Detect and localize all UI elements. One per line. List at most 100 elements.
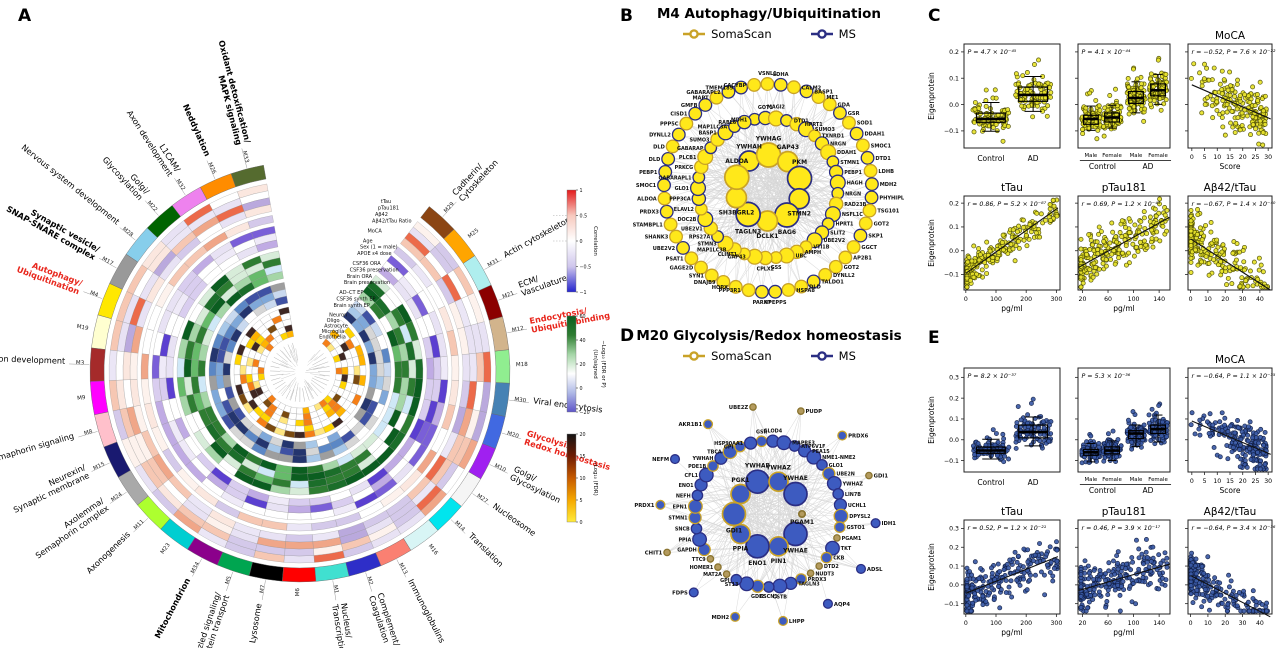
- data-point: [1250, 283, 1256, 289]
- dendrogram-line: [290, 381, 297, 398]
- heatmap-cell: [288, 498, 311, 507]
- data-point: [1129, 439, 1134, 445]
- network-node-label: PUDP: [806, 409, 823, 415]
- heatmap-cell: [146, 304, 163, 331]
- dendrogram-line: [280, 370, 295, 372]
- network-edge: [795, 411, 802, 534]
- network-node-label: DNAJB9: [694, 280, 716, 286]
- data-point: [965, 259, 971, 265]
- plot-frame: [963, 195, 1061, 291]
- data-point: [1199, 110, 1205, 116]
- y-axis-label: Eigenprotein: [927, 219, 936, 267]
- heatmap-cell: [350, 443, 368, 459]
- data-point: [1255, 98, 1261, 104]
- network-node: [669, 229, 684, 244]
- track-label: Brain synth EP: [333, 303, 369, 309]
- network-node: [772, 578, 788, 594]
- data-point: [1250, 114, 1256, 120]
- data-point: [1256, 255, 1262, 261]
- data-point: [1038, 211, 1044, 217]
- heatmap-cell: [271, 398, 281, 408]
- data-point: [1006, 584, 1012, 590]
- data-point: [983, 263, 989, 269]
- data-point: [1164, 434, 1170, 440]
- colorbar-tick-label: 0.5: [580, 213, 588, 219]
- module-leader: [192, 558, 202, 577]
- network-node-label: NME1-NME2: [822, 455, 855, 461]
- heatmap-cell: [393, 246, 417, 269]
- data-point: [1032, 552, 1038, 558]
- somascan-legend-item: SomaScan: [682, 27, 772, 41]
- x-axis-label: pg/ml: [1113, 304, 1134, 313]
- network-node-label: HOMER1: [690, 565, 714, 571]
- dendrogram-line: [292, 342, 296, 353]
- network-node-label: CPLX2: [757, 266, 774, 272]
- box-rect: [1104, 446, 1120, 455]
- heatmap-cell: [141, 378, 152, 405]
- network-edge: [740, 483, 835, 535]
- data-point: [1026, 103, 1032, 109]
- network-node-label: HPRT1: [835, 222, 854, 228]
- data-point: [1157, 570, 1162, 576]
- network-node: [663, 217, 678, 232]
- data-point: [1222, 265, 1228, 271]
- data-point: [1197, 417, 1203, 423]
- data-point: [1088, 433, 1094, 439]
- network-node: [728, 279, 743, 294]
- network-node-label: GPI: [724, 445, 734, 451]
- heatmap-cell: [151, 426, 169, 452]
- heatmap-cell: [274, 296, 288, 307]
- subcategory-label: Male: [1130, 477, 1143, 483]
- network-node-label: AP2B1: [853, 256, 872, 262]
- data-point: [1010, 246, 1016, 252]
- module-arc: [118, 470, 149, 506]
- network-node: [692, 531, 708, 547]
- dendrogram-line: [270, 373, 284, 376]
- module-arc: [450, 471, 482, 507]
- heatmap-cell: [435, 277, 455, 305]
- data-point: [1219, 410, 1225, 416]
- trend-line: [1190, 238, 1271, 291]
- plot-title: tTau: [1001, 506, 1023, 518]
- data-point: [1138, 219, 1144, 225]
- network-node-label: CALM2: [802, 85, 822, 91]
- dendrogram-line: [272, 379, 284, 386]
- data-point: [1024, 243, 1030, 249]
- data-point: [1148, 438, 1154, 443]
- data-point: [969, 572, 975, 578]
- data-point: [1211, 257, 1217, 263]
- data-point: [1112, 261, 1118, 267]
- module-leader: [261, 580, 266, 600]
- data-point: [1245, 283, 1251, 289]
- module-id: M21: [502, 291, 516, 301]
- trend-line: [1078, 216, 1170, 268]
- heatmap-cell: [261, 519, 288, 531]
- network-node-label: PSAT1: [666, 256, 684, 262]
- network-node-label: TKT: [841, 546, 852, 552]
- heatmap-cell: [426, 283, 445, 310]
- network-node: [797, 407, 805, 415]
- network-node-label: DTD1: [875, 156, 891, 162]
- data-point: [977, 252, 983, 258]
- dendrogram-line: [307, 353, 316, 363]
- network-edge: [736, 145, 863, 178]
- module-desc-label: Semaphorin signaling: [0, 430, 75, 465]
- somascan-marker-icon: [683, 351, 706, 361]
- heatmap-cell: [391, 344, 402, 363]
- data-point: [1157, 201, 1162, 207]
- module-leader: [365, 572, 373, 592]
- data-point: [1109, 251, 1115, 257]
- data-point: [1042, 592, 1048, 598]
- data-point: [1005, 123, 1011, 129]
- data-point: [1089, 242, 1095, 248]
- data-point: [1141, 422, 1147, 428]
- data-point: [1015, 553, 1021, 559]
- network-node-label: CISD1: [670, 112, 688, 118]
- plot-frame: [1077, 43, 1171, 149]
- heatmap-cell: [383, 362, 392, 377]
- data-point: [1164, 207, 1170, 213]
- network-node-label: YWHAH: [692, 456, 714, 462]
- network-node-label: GLO1: [675, 186, 690, 192]
- heatmap-cell: [291, 466, 308, 475]
